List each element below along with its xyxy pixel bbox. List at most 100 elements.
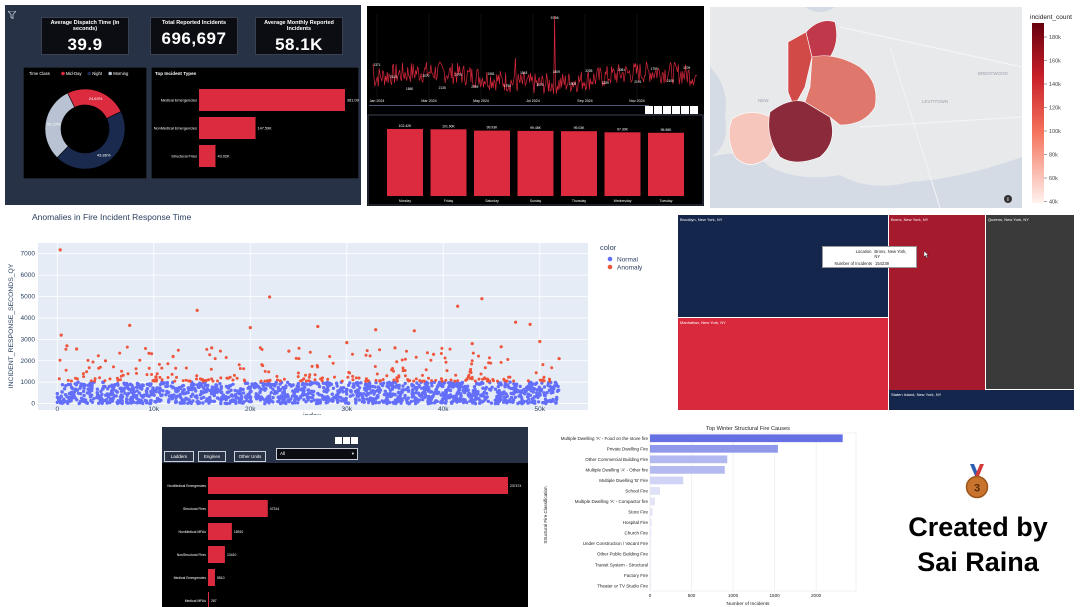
bar-category-label: Medical Emergencies	[174, 576, 207, 580]
unit-incident-bar[interactable]	[208, 523, 232, 540]
weekday-bar[interactable]	[430, 129, 467, 196]
toolbar-button-icon[interactable]	[645, 106, 653, 114]
fire-cause-bar[interactable]	[650, 529, 652, 537]
info-icon[interactable]	[1004, 195, 1012, 203]
fire-cause-bar[interactable]	[650, 581, 651, 590]
engines-button[interactable]: Engines	[198, 451, 226, 462]
weekday-bar[interactable]	[517, 130, 554, 196]
fire-cause-bar[interactable]	[650, 476, 684, 485]
anomaly-point	[483, 366, 487, 370]
anomaly-point	[316, 324, 320, 329]
kpi-monthly-incidents: Average Monthly Reported Incidents 58.1K	[255, 17, 343, 55]
weekday-bar[interactable]	[474, 130, 510, 196]
normal-point	[545, 391, 549, 395]
normal-point	[403, 396, 407, 400]
fire-cause-bar[interactable]	[650, 539, 651, 548]
queens-region[interactable]	[804, 55, 877, 126]
normal-point	[321, 396, 325, 400]
fire-cause-bar[interactable]	[650, 560, 651, 569]
normal-point	[467, 391, 471, 396]
weekday-bar[interactable]	[604, 132, 641, 196]
fire-cause-bar[interactable]	[650, 455, 728, 464]
normal-point	[416, 391, 421, 395]
staten-island-region[interactable]	[728, 112, 776, 165]
fire-cause-bar[interactable]	[650, 550, 651, 558]
toolbar-button-icon[interactable]	[654, 106, 662, 114]
normal-point	[250, 382, 254, 386]
line-x-tick: May 2024	[473, 99, 489, 103]
toolbar-button-icon[interactable]	[672, 106, 680, 114]
fire-cause-bar[interactable]	[650, 466, 725, 474]
normal-point	[229, 394, 233, 398]
normal-point	[370, 399, 375, 403]
fire-cause-bar[interactable]	[650, 444, 778, 453]
toolbar-button-icon[interactable]	[335, 437, 342, 444]
toolbar-button-icon[interactable]	[351, 437, 358, 444]
bronx-region[interactable]	[805, 20, 837, 58]
anomaly-point	[391, 367, 394, 370]
fire-cause-bar[interactable]	[650, 571, 651, 580]
filter-icon[interactable]	[8, 11, 16, 19]
weekday-bar[interactable]	[561, 131, 597, 196]
treemap-tile-staten-island[interactable]: Staten Island, New York, NY	[889, 390, 1074, 410]
treemap-tile-manhattan[interactable]: Manhattan, New York, NY	[678, 318, 888, 410]
unit-incident-bar[interactable]	[208, 477, 508, 494]
anomaly-point	[268, 295, 272, 299]
fire-cause-bar[interactable]	[650, 434, 843, 443]
anomaly-point	[418, 379, 422, 383]
treemap-tile-queens[interactable]: Queens, New York, NY	[986, 215, 1074, 389]
donut-slice[interactable]	[56, 111, 126, 170]
toolbar-button-icon[interactable]	[690, 106, 698, 114]
normal-point	[525, 399, 529, 403]
ladders-button[interactable]: Ladders	[164, 451, 194, 462]
legend-label-normal[interactable]: Normal	[617, 257, 639, 264]
borough-treemap[interactable]: Brooklyn, New York, NY Manhattan, New Yo…	[678, 215, 1074, 410]
anomaly-point	[368, 354, 372, 358]
fire-cause-bar[interactable]	[650, 508, 653, 516]
toolbar-button-icon[interactable]	[663, 106, 671, 114]
fire-cause-bar[interactable]	[650, 518, 652, 527]
anomaly-point	[89, 379, 93, 383]
normal-point	[335, 398, 339, 402]
fire-cause-bar[interactable]	[650, 497, 655, 506]
incident-type-bar[interactable]	[199, 89, 345, 111]
anomaly-point	[507, 375, 511, 379]
treemap-tile-bronx[interactable]: Bronx, New York, NY	[889, 215, 985, 410]
normal-point	[401, 384, 405, 388]
incident-type-bar[interactable]	[199, 117, 256, 139]
donut-legend-label[interactable]: Night	[92, 71, 103, 76]
line-point-label: 2255	[585, 69, 592, 73]
normal-point	[317, 384, 322, 389]
incident-type-bar[interactable]	[199, 145, 216, 167]
normal-point	[484, 385, 488, 390]
normal-point	[388, 394, 393, 399]
normal-point	[472, 385, 477, 389]
anomaly-point	[248, 326, 252, 330]
bar-value-label: 99.45K	[530, 126, 541, 130]
bar-category-label: Wednesday	[614, 199, 632, 203]
unit-incident-bar[interactable]	[208, 500, 268, 517]
brooklyn-region[interactable]	[768, 100, 833, 163]
map-canvas[interactable]: NEW BRENTWOOD LEVITTOWN i incident_count 1…	[710, 7, 1075, 208]
nyc-choropleth-map[interactable]: NEW BRENTWOOD LEVITTOWN i incident_count 1…	[710, 7, 1075, 208]
legend-label-anomaly[interactable]: Anomaly	[617, 265, 643, 272]
donut-slice[interactable]	[44, 92, 75, 159]
donut-legend-label[interactable]: Morning	[113, 71, 129, 76]
unit-incident-bar[interactable]	[208, 569, 215, 586]
other-units-button[interactable]: Other Units	[234, 451, 266, 462]
unit-select[interactable]: All ▾	[276, 448, 358, 460]
normal-point	[135, 401, 139, 405]
unit-incident-bar[interactable]	[208, 592, 209, 607]
weekday-bar[interactable]	[648, 132, 684, 196]
unit-incident-bar[interactable]	[208, 546, 225, 563]
anomaly-point	[473, 379, 477, 383]
normal-point	[303, 392, 307, 397]
normal-point	[285, 380, 290, 385]
normal-point	[355, 388, 359, 392]
anomaly-point	[351, 374, 355, 378]
fire-cause-bar[interactable]	[650, 487, 660, 495]
donut-legend-label[interactable]: Mid-Day	[66, 71, 82, 76]
toolbar-button-icon[interactable]	[343, 437, 350, 444]
weekday-bar[interactable]	[387, 128, 423, 196]
toolbar-button-icon[interactable]	[681, 106, 689, 114]
